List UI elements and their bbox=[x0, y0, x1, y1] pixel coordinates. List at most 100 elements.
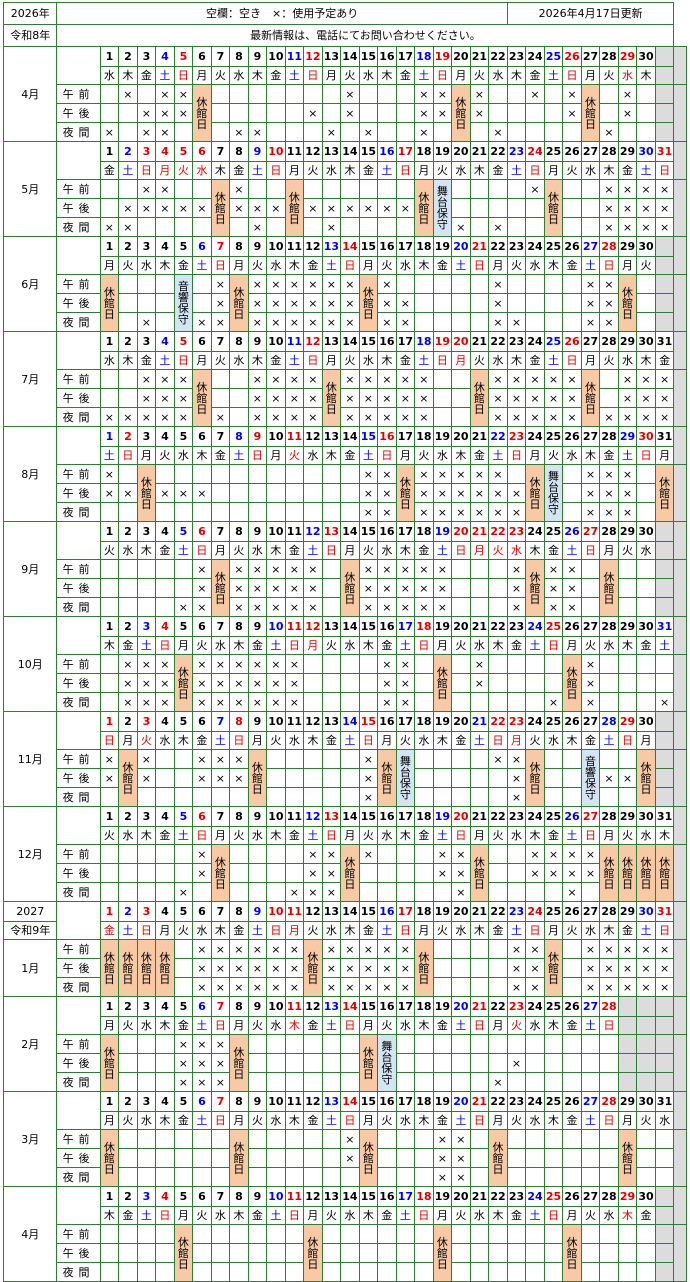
slot-cell[interactable] bbox=[118, 1167, 138, 1187]
slot-cell[interactable] bbox=[210, 369, 231, 389]
slot-cell[interactable] bbox=[414, 863, 434, 883]
slot-cell[interactable] bbox=[284, 787, 305, 807]
slot-cell[interactable]: × bbox=[636, 939, 656, 959]
slot-cell[interactable]: × bbox=[321, 882, 342, 902]
slot-cell[interactable] bbox=[377, 217, 397, 237]
slot-cell[interactable]: × bbox=[432, 578, 453, 598]
slot-cell[interactable] bbox=[488, 1262, 508, 1282]
slot-cell[interactable] bbox=[395, 103, 416, 123]
slot-cell[interactable] bbox=[247, 84, 268, 104]
slot-cell[interactable] bbox=[340, 1224, 360, 1244]
slot-cell[interactable] bbox=[99, 369, 120, 389]
slot-cell[interactable] bbox=[99, 882, 120, 902]
slot-cell[interactable] bbox=[321, 749, 342, 769]
slot-cell[interactable] bbox=[284, 1129, 305, 1149]
slot-cell[interactable] bbox=[414, 1053, 434, 1073]
slot-cell[interactable] bbox=[469, 559, 490, 579]
slot-cell[interactable] bbox=[543, 1243, 564, 1263]
slot-cell[interactable] bbox=[488, 1053, 508, 1073]
slot-cell[interactable] bbox=[155, 882, 175, 902]
slot-cell[interactable] bbox=[451, 1243, 471, 1263]
slot-cell[interactable]: × bbox=[562, 407, 582, 427]
slot-cell[interactable] bbox=[636, 293, 656, 313]
slot-cell[interactable]: × bbox=[469, 464, 490, 484]
slot-cell[interactable]: × bbox=[488, 274, 508, 294]
slot-cell[interactable]: × bbox=[155, 122, 175, 142]
slot-cell[interactable]: × bbox=[173, 388, 194, 408]
slot-cell[interactable]: × bbox=[451, 464, 471, 484]
slot-cell[interactable]: × bbox=[118, 84, 138, 104]
slot-cell[interactable] bbox=[118, 863, 138, 883]
slot-cell[interactable] bbox=[118, 502, 138, 522]
slot-cell[interactable] bbox=[469, 1072, 490, 1092]
slot-cell[interactable] bbox=[451, 673, 471, 693]
slot-cell[interactable] bbox=[210, 84, 231, 104]
slot-cell[interactable]: × bbox=[192, 654, 212, 674]
slot-cell[interactable]: × bbox=[136, 103, 157, 123]
slot-cell[interactable] bbox=[469, 787, 490, 807]
slot-cell[interactable]: × bbox=[210, 768, 231, 788]
slot-cell[interactable] bbox=[155, 1034, 175, 1054]
slot-cell[interactable] bbox=[377, 844, 397, 864]
slot-cell[interactable] bbox=[155, 464, 175, 484]
slot-cell[interactable] bbox=[303, 1053, 323, 1073]
slot-cell[interactable]: × bbox=[340, 293, 360, 313]
slot-cell[interactable] bbox=[488, 882, 508, 902]
slot-cell[interactable] bbox=[358, 692, 379, 712]
slot-cell[interactable]: × bbox=[192, 673, 212, 693]
slot-cell[interactable]: × bbox=[377, 464, 397, 484]
slot-cell[interactable]: × bbox=[506, 768, 527, 788]
slot-cell[interactable]: × bbox=[210, 312, 231, 332]
slot-cell[interactable]: × bbox=[284, 654, 305, 674]
slot-cell[interactable]: × bbox=[654, 958, 675, 978]
slot-cell[interactable] bbox=[229, 787, 249, 807]
slot-cell[interactable]: × bbox=[284, 274, 305, 294]
slot-cell[interactable]: × bbox=[488, 388, 508, 408]
slot-cell[interactable] bbox=[99, 559, 120, 579]
slot-cell[interactable] bbox=[469, 179, 490, 199]
slot-cell[interactable]: × bbox=[303, 407, 323, 427]
slot-cell[interactable]: × bbox=[525, 958, 545, 978]
slot-cell[interactable] bbox=[155, 1243, 175, 1263]
slot-cell[interactable] bbox=[636, 502, 656, 522]
slot-cell[interactable]: × bbox=[617, 369, 638, 389]
slot-cell[interactable] bbox=[99, 388, 120, 408]
slot-cell[interactable] bbox=[636, 1262, 656, 1282]
slot-cell[interactable]: × bbox=[210, 692, 231, 712]
slot-cell[interactable] bbox=[599, 1034, 619, 1054]
slot-cell[interactable] bbox=[451, 749, 471, 769]
slot-cell[interactable] bbox=[580, 1262, 601, 1282]
slot-cell[interactable]: × bbox=[580, 692, 601, 712]
slot-cell[interactable] bbox=[562, 787, 582, 807]
slot-cell[interactable]: × bbox=[599, 768, 619, 788]
slot-cell[interactable]: × bbox=[173, 198, 194, 218]
slot-cell[interactable]: × bbox=[469, 84, 490, 104]
slot-cell[interactable]: × bbox=[377, 274, 397, 294]
slot-cell[interactable]: × bbox=[340, 369, 360, 389]
slot-cell[interactable] bbox=[284, 1053, 305, 1073]
slot-cell[interactable] bbox=[451, 977, 471, 997]
slot-cell[interactable]: × bbox=[266, 559, 286, 579]
slot-cell[interactable] bbox=[99, 597, 120, 617]
slot-cell[interactable] bbox=[155, 217, 175, 237]
slot-cell[interactable] bbox=[266, 1053, 286, 1073]
slot-cell[interactable]: × bbox=[377, 559, 397, 579]
slot-cell[interactable]: × bbox=[266, 977, 286, 997]
slot-cell[interactable]: × bbox=[358, 578, 379, 598]
slot-cell[interactable] bbox=[562, 312, 582, 332]
slot-cell[interactable] bbox=[173, 1129, 194, 1149]
slot-cell[interactable] bbox=[525, 1053, 545, 1073]
slot-cell[interactable] bbox=[358, 1262, 379, 1282]
slot-cell[interactable]: × bbox=[284, 312, 305, 332]
slot-cell[interactable] bbox=[451, 369, 471, 389]
slot-cell[interactable] bbox=[543, 1072, 564, 1092]
slot-cell[interactable] bbox=[210, 502, 231, 522]
slot-cell[interactable]: × bbox=[192, 312, 212, 332]
slot-cell[interactable] bbox=[395, 1167, 416, 1187]
slot-cell[interactable]: × bbox=[488, 502, 508, 522]
slot-cell[interactable] bbox=[247, 863, 268, 883]
slot-cell[interactable] bbox=[377, 103, 397, 123]
slot-cell[interactable] bbox=[192, 274, 212, 294]
slot-cell[interactable] bbox=[155, 863, 175, 883]
slot-cell[interactable] bbox=[525, 293, 545, 313]
